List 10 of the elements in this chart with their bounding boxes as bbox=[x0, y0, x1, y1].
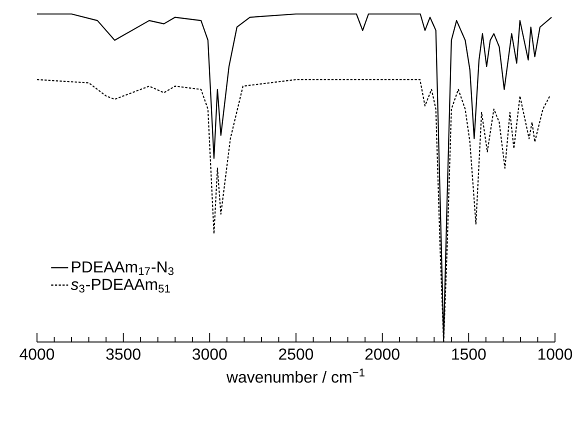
legend-label: s$_{3}$-PDEAAm$_{51}$ bbox=[70, 278, 170, 293]
legend-label: PDEAAm$_{17}$-N$_{3}$ bbox=[72, 261, 174, 276]
x-tick-label: 4000 bbox=[20, 348, 54, 360]
x-tick-label: 1500 bbox=[452, 348, 486, 360]
x-tick-label: 3500 bbox=[106, 348, 140, 360]
x-tick-label: 3000 bbox=[192, 348, 227, 360]
x-tick-label: 2500 bbox=[279, 348, 314, 360]
x-axis-title: wavenumber / cm$^{−1}$ bbox=[226, 368, 364, 383]
x-tick-label: 1000 bbox=[538, 348, 572, 360]
x-tick-label: 2000 bbox=[365, 348, 400, 360]
